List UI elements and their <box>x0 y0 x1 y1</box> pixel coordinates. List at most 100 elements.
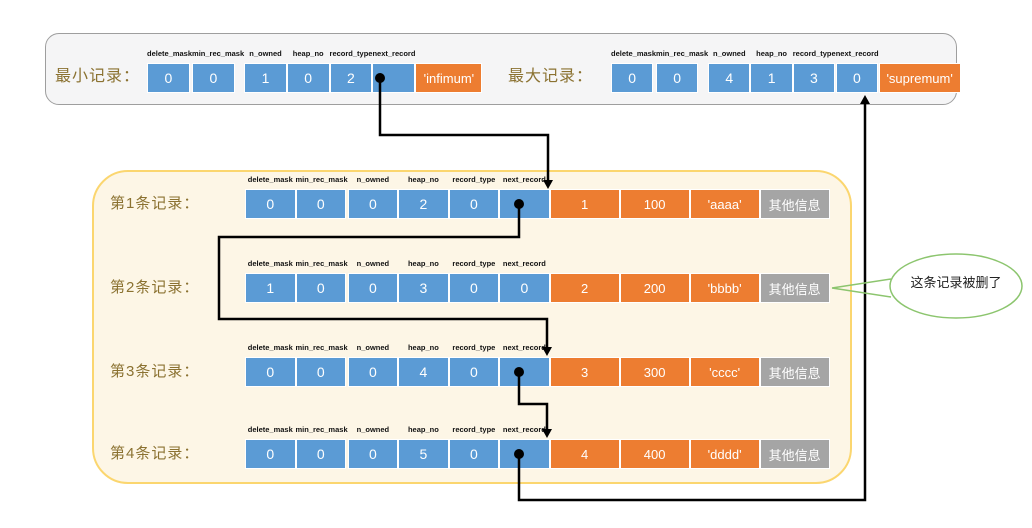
record-4-delete-mask-cell: 0 <box>245 439 296 469</box>
record-3-value-cell: 300 <box>619 357 690 387</box>
field-label-delete-mask: delete_mask <box>247 259 293 268</box>
record-2-n-owned-cell: 0 <box>347 273 399 303</box>
max-delete-mask-cell: 0 <box>611 63 654 93</box>
record-4-other-info-cell: 其他信息 <box>759 439 830 469</box>
max-heap-no-cell: 1 <box>750 63 793 93</box>
field-label-n-owned: n_owned <box>356 425 390 434</box>
min-record-label: 最小记录： <box>55 68 141 85</box>
record-3-heap-no-cell: 4 <box>398 357 449 387</box>
field-label-heap-no: heap_no <box>407 343 439 352</box>
record-2-key-cell: 2 <box>549 273 620 303</box>
record-2-next-record-cell: 0 <box>499 273 550 303</box>
record-2-delete-mask-cell: 1 <box>245 273 296 303</box>
field-label-record-type: record_type <box>792 49 836 58</box>
record-2-name-cell: 'bbbb' <box>689 273 760 303</box>
record-4-name-cell: 'dddd' <box>689 439 760 469</box>
max-record-row: 最大记录： delete_mask 0 min_rec_mask 0 n_owned… <box>508 47 961 93</box>
record-1-label: 第1条记录： <box>110 195 200 212</box>
max-record-label: 最大记录： <box>508 68 594 85</box>
record-1-heap-no-cell: 2 <box>398 189 449 219</box>
field-label-min-rec-mask: min_rec_mask <box>295 425 348 434</box>
record-1-other-info-cell: 其他信息 <box>759 189 830 219</box>
field-label-next-record: next_record <box>835 49 879 58</box>
min-delete-mask-cell: 0 <box>147 63 190 93</box>
min-heap-no-cell: 0 <box>286 63 330 93</box>
field-label-delete-mask: delete_mask <box>611 49 657 58</box>
field-label-next-record: next_record <box>502 175 546 184</box>
record-3-next-record-cell <box>499 357 550 387</box>
record-2-heap-no-cell: 3 <box>398 273 449 303</box>
field-label-delete-mask: delete_mask <box>247 425 293 434</box>
field-label-next-record: next_record <box>502 259 546 268</box>
record-4-value-cell: 400 <box>619 439 690 469</box>
record-2-other-info-cell: 其他信息 <box>759 273 830 303</box>
record-4-next-record-cell <box>499 439 550 469</box>
field-label-delete-mask: delete_mask <box>147 49 193 58</box>
field-label-record-type: record_type <box>452 425 496 434</box>
record-1-n-owned-cell: 0 <box>347 189 399 219</box>
record-4-n-owned-cell: 0 <box>347 439 399 469</box>
field-label-min-rec-mask: min_rec_mask <box>295 175 348 184</box>
field-label-delete-mask: delete_mask <box>247 175 293 184</box>
record-row-1: 第1条记录： delete_mask 0 min_rec_mask 0 n_owne… <box>110 173 830 219</box>
field-label-n-owned: n_owned <box>356 259 390 268</box>
record-3-record-type-cell: 0 <box>448 357 500 387</box>
record-1-key-cell: 1 <box>549 189 620 219</box>
field-label-record-type: record_type <box>452 175 496 184</box>
record-4-heap-no-cell: 5 <box>398 439 449 469</box>
record-1-min-rec-mask-cell: 0 <box>295 189 346 219</box>
record-3-other-info-cell: 其他信息 <box>759 357 830 387</box>
record-2-record-type-cell: 0 <box>448 273 500 303</box>
field-label-delete-mask: delete_mask <box>247 343 293 352</box>
min-n-owned-cell: 1 <box>244 63 287 93</box>
record-3-min-rec-mask-cell: 0 <box>295 357 346 387</box>
record-3-label: 第3条记录： <box>110 363 200 380</box>
record-3-n-owned-cell: 0 <box>347 357 399 387</box>
field-label-heap-no: heap_no <box>292 49 324 58</box>
record-4-min-rec-mask-cell: 0 <box>295 439 346 469</box>
min-next-record-cell <box>372 63 416 93</box>
min-min-rec-mask-cell: 0 <box>192 63 235 93</box>
record-2-value-cell: 200 <box>619 273 690 303</box>
field-label-min-rec-mask: min_rec_mask <box>295 259 348 268</box>
record-2-min-rec-mask-cell: 0 <box>295 273 346 303</box>
record-1-value-cell: 100 <box>619 189 690 219</box>
field-label-record-type: record_type <box>452 343 496 352</box>
record-1-next-record-cell <box>499 189 550 219</box>
record-1-record-type-cell: 0 <box>448 189 500 219</box>
field-label-record-type: record_type <box>329 49 373 58</box>
record-4-record-type-cell: 0 <box>448 439 500 469</box>
record-3-name-cell: 'cccc' <box>689 357 760 387</box>
max-next-record-cell: 0 <box>835 63 878 93</box>
field-label-n-owned: n_owned <box>356 175 390 184</box>
field-label-record-type: record_type <box>452 259 496 268</box>
deleted-record-callout-text: 这条记录被删了 <box>910 275 1002 290</box>
record-4-key-cell: 4 <box>549 439 620 469</box>
record-row-3: 第3条记录： delete_mask 0 min_rec_mask 0 n_owne… <box>110 341 830 387</box>
max-n-owned-cell: 4 <box>708 63 751 93</box>
field-label-n-owned: n_owned <box>249 49 282 58</box>
min-record-type-cell: 2 <box>329 63 373 93</box>
field-label-next-record: next_record <box>502 425 546 434</box>
field-label-next-record: next_record <box>372 49 416 58</box>
record-row-2: 第2条记录： delete_mask 1 min_rec_mask 0 n_owne… <box>110 257 830 303</box>
min-record-row: 最小记录： delete_mask 0 min_rec_mask 0 n_owned… <box>55 47 483 93</box>
record-row-4: 第4条记录： delete_mask 0 min_rec_mask 0 n_owne… <box>110 423 830 469</box>
field-label-heap-no: heap_no <box>756 49 788 58</box>
max-record-name-cell: 'supremum' <box>878 63 961 93</box>
record-1-delete-mask-cell: 0 <box>245 189 296 219</box>
field-label-heap-no: heap_no <box>407 175 439 184</box>
field-label-min-rec-mask: min_rec_mask <box>656 49 709 58</box>
field-label-heap-no: heap_no <box>407 425 439 434</box>
field-label-min-rec-mask: min_rec_mask <box>295 343 348 352</box>
record-4-label: 第4条记录： <box>110 445 200 462</box>
field-label-n-owned: n_owned <box>713 49 746 58</box>
field-label-n-owned: n_owned <box>356 343 390 352</box>
field-label-next-record: next_record <box>502 343 546 352</box>
field-label-min-rec-mask: min_rec_mask <box>192 49 245 58</box>
field-label-heap-no: heap_no <box>407 259 439 268</box>
max-record-type-cell: 3 <box>792 63 836 93</box>
record-1-name-cell: 'aaaa' <box>689 189 760 219</box>
record-3-delete-mask-cell: 0 <box>245 357 296 387</box>
max-min-rec-mask-cell: 0 <box>656 63 699 93</box>
